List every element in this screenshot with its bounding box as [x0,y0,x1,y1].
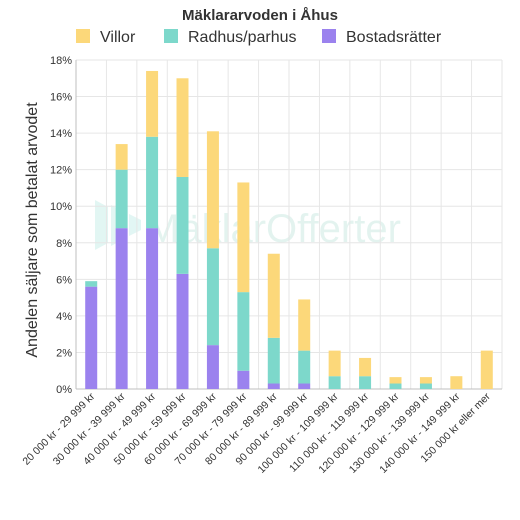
y-tick-label: 18% [50,55,72,67]
y-axis-ticks: 0% 2% 4% 6% 8% 10% 12% 14% 16% 18% [50,55,72,396]
y-tick-label: 0% [56,384,72,396]
bars [85,70,493,389]
legend-label[interactable]: Radhus/parhus [188,29,297,46]
chart-title: Mäklararvoden i Åhus [182,7,338,24]
bar-segment[interactable] [206,131,219,249]
y-tick-label: 4% [56,311,72,323]
bar-segment[interactable] [419,383,432,389]
bar-segment[interactable] [389,383,402,389]
bar-segment[interactable] [450,376,463,389]
bar-segment[interactable] [389,377,402,384]
bar-segment[interactable] [237,370,250,389]
bar-segment[interactable] [480,350,493,389]
bar-segment[interactable] [419,377,432,384]
legend-swatch [322,29,336,43]
bar-segment[interactable] [237,182,250,293]
bar-segment[interactable] [146,228,159,389]
bar-segment[interactable] [267,337,280,384]
bar-segment[interactable] [146,136,159,229]
bar-segment[interactable] [267,383,280,389]
y-tick-label: 6% [56,274,72,286]
legend-swatch [76,29,90,43]
legend-swatch [164,29,178,43]
bar-segment[interactable] [85,286,98,389]
y-tick-label: 12% [50,165,72,177]
bar-segment[interactable] [115,144,128,170]
y-tick-label: 14% [50,128,72,140]
bar-segment[interactable] [359,376,372,389]
bar-segment[interactable] [328,376,341,389]
bar-segment[interactable] [298,350,311,384]
bar-segment[interactable] [298,299,311,351]
bar-segment[interactable] [359,357,372,377]
y-tick-label: 8% [56,238,72,250]
bar-segment[interactable] [206,248,219,346]
y-tick-label: 2% [56,347,72,359]
y-tick-label: 10% [50,201,72,213]
legend[interactable]: Villor Radhus/parhus Bostadsrätter [76,29,442,46]
bar-segment[interactable] [115,169,128,229]
legend-label[interactable]: Villor [100,29,136,46]
legend-label[interactable]: Bostadsrätter [346,29,442,46]
bar-segment[interactable] [267,253,280,338]
y-axis-label: Andelen säljare som betalat arvodet [24,102,41,358]
bar-segment[interactable] [176,273,189,389]
bar-segment[interactable] [176,176,189,274]
bar-segment[interactable] [146,70,159,137]
bar-segment[interactable] [206,345,219,389]
bar-segment[interactable] [237,292,250,371]
bar-segment[interactable] [298,383,311,389]
bar-segment[interactable] [85,281,98,287]
bar-segment[interactable] [328,350,341,377]
bar-segment[interactable] [115,228,128,389]
y-tick-label: 16% [50,92,72,104]
bar-segment[interactable] [176,78,189,177]
